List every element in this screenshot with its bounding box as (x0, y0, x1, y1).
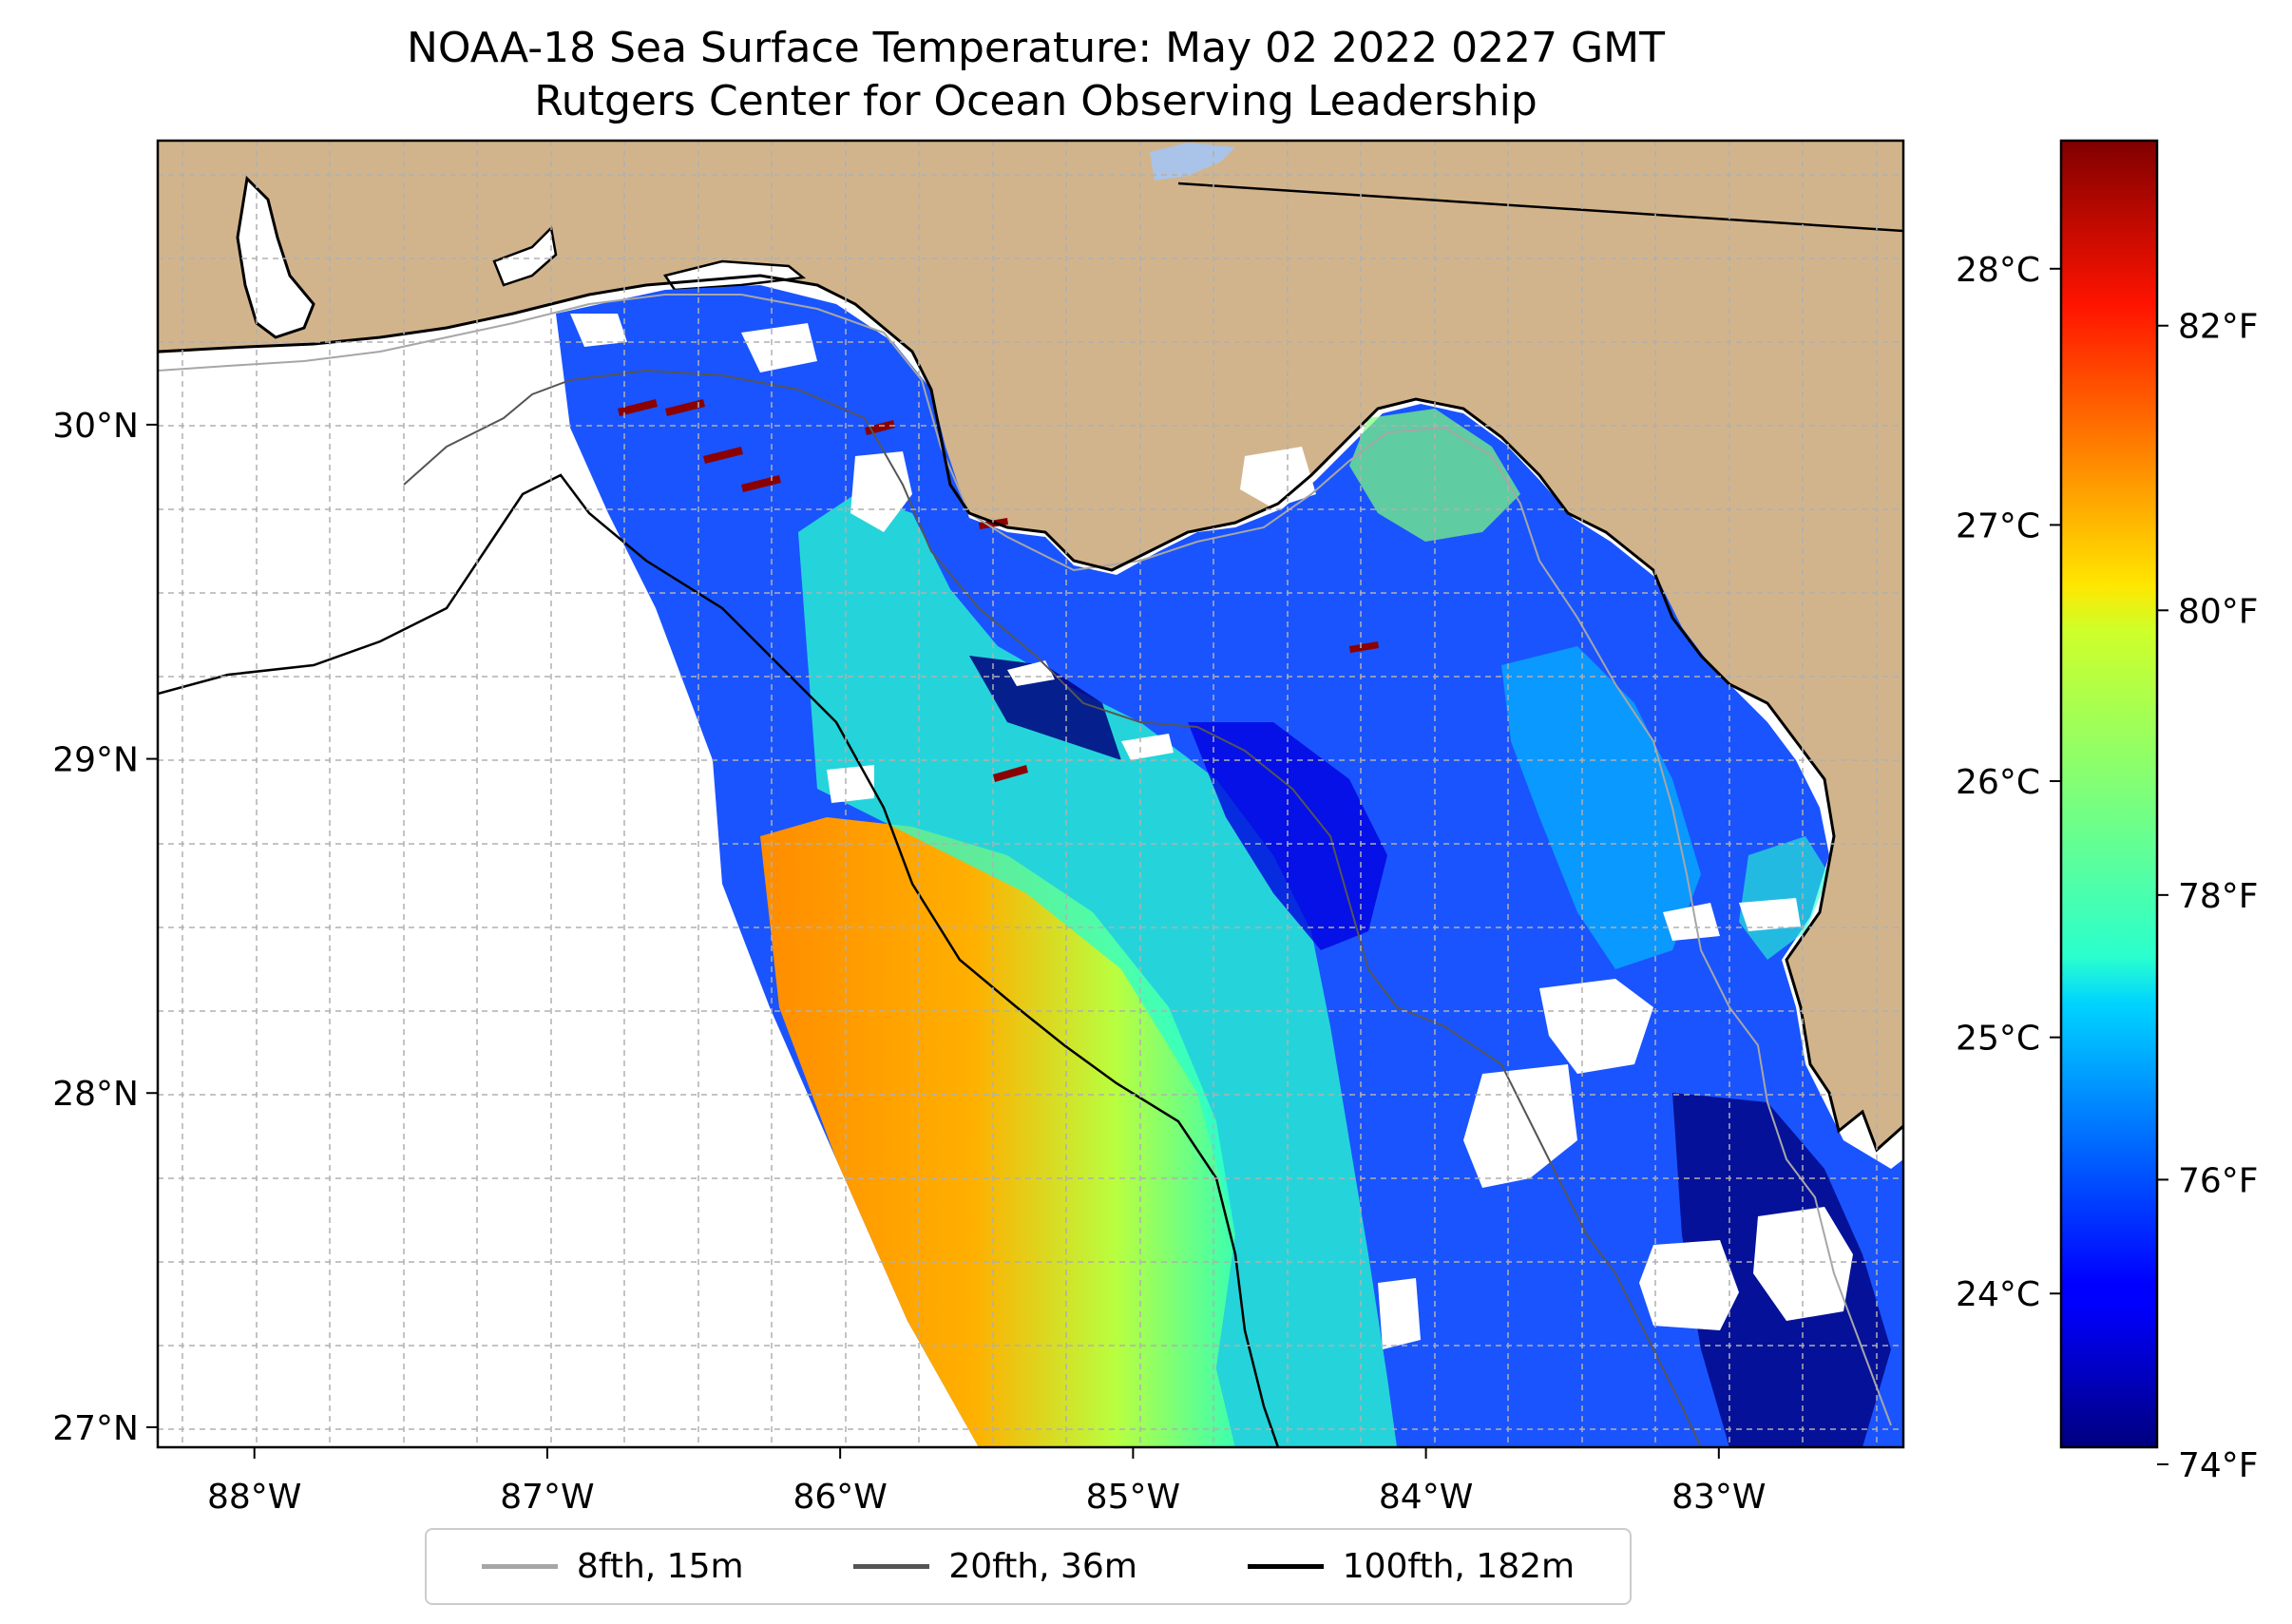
fahrenheit-tick-label: 76°F (2178, 1161, 2259, 1200)
legend-label: 100fth, 182m (1342, 1547, 1576, 1586)
legend-item: 100fth, 182m (1247, 1547, 1576, 1586)
gridlines (158, 141, 1903, 1447)
celsius-tick-label: 25°C (1956, 1020, 2040, 1059)
map-title: NOAA-18 Sea Surface Temperature: May 02 … (407, 24, 1665, 72)
legend-swatch-20fth (853, 1564, 930, 1569)
legend-label: 20fth, 36m (948, 1547, 1137, 1586)
celsius-tick-label: 24°C (1956, 1275, 2040, 1314)
legend-swatch-100fth (1247, 1564, 1324, 1569)
celsius-tick-label: 28°C (1956, 251, 2040, 290)
pensacola-bay (492, 225, 558, 287)
y-tick-label: 27°N (52, 1409, 139, 1448)
fahrenheit-tick-label: 82°F (2178, 308, 2259, 347)
fahrenheit-tick-label: 80°F (2178, 592, 2259, 631)
map-subtitle: Rutgers Center for Ocean Observing Leade… (534, 77, 1538, 125)
x-tick-label: 83°W (1671, 1478, 1766, 1517)
contour-8fth (158, 294, 1892, 1426)
x-tick-label: 84°W (1379, 1478, 1473, 1517)
legend-item: 8fth, 15m (481, 1547, 744, 1586)
legend-swatch-8fth (481, 1564, 558, 1569)
map-panel (158, 141, 1903, 1447)
colorbar-fahrenheit-axis: 82°F 80°F 78°F 76°F 74°F (2157, 308, 2259, 1485)
y-tick-label: 30°N (52, 407, 139, 446)
sst-swath (556, 285, 1903, 1447)
boundary-line (1177, 182, 1903, 233)
fahrenheit-tick-label: 78°F (2178, 877, 2259, 916)
x-axis: 88°W 87°W 86°W 85°W 84°W 83°W (207, 1447, 1767, 1517)
coastline (158, 274, 1903, 1153)
y-axis: 30°N 29°N 28°N 27°N (52, 407, 158, 1448)
legend-item: 20fth, 36m (853, 1547, 1137, 1586)
colorbar-celsius-axis: 28°C 27°C 26°C 25°C 24°C (1956, 251, 2061, 1314)
x-tick-label: 88°W (207, 1478, 301, 1517)
contour-legend: 8fth, 15m 20fth, 36m 100fth, 182m (425, 1528, 1632, 1605)
y-tick-label: 29°N (52, 741, 139, 780)
x-tick-label: 86°W (793, 1478, 887, 1517)
legend-label: 8fth, 15m (576, 1547, 744, 1586)
y-tick-label: 28°N (52, 1075, 139, 1114)
celsius-tick-label: 26°C (1956, 763, 2040, 802)
colorbar (2059, 139, 2159, 1449)
fahrenheit-tick-label: 74°F (2178, 1446, 2259, 1485)
x-tick-label: 85°W (1086, 1478, 1180, 1517)
x-tick-label: 87°W (500, 1478, 594, 1517)
land-polygon (158, 141, 1903, 1150)
map-frame (156, 139, 1905, 1449)
celsius-tick-label: 27°C (1956, 506, 2040, 545)
